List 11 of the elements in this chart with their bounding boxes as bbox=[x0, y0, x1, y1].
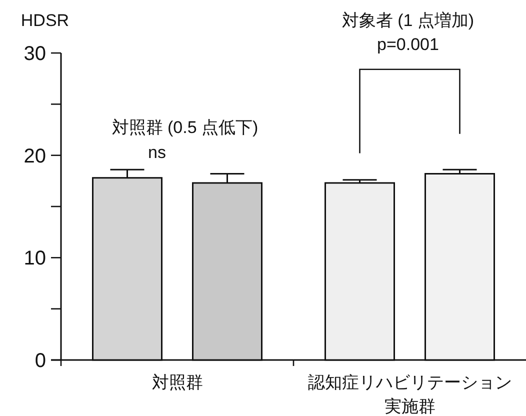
y-tick-label: 0 bbox=[34, 350, 46, 372]
y-tick-label: 30 bbox=[24, 43, 46, 65]
annotation: 対照群 (0.5 点低下) bbox=[112, 118, 258, 137]
x-tick-label: 認知症リハビリテーション実施群 bbox=[308, 373, 512, 416]
annotation: p=0.001 bbox=[377, 35, 439, 54]
y-tick-label: 20 bbox=[24, 145, 46, 168]
x-tick-label: 対照群 bbox=[152, 373, 203, 392]
annotation: ns bbox=[148, 143, 166, 162]
y-tick-label: 10 bbox=[24, 248, 46, 270]
text: 対象者 (1 点増加) bbox=[342, 11, 474, 30]
y-axis-title: HDSR bbox=[20, 11, 70, 30]
